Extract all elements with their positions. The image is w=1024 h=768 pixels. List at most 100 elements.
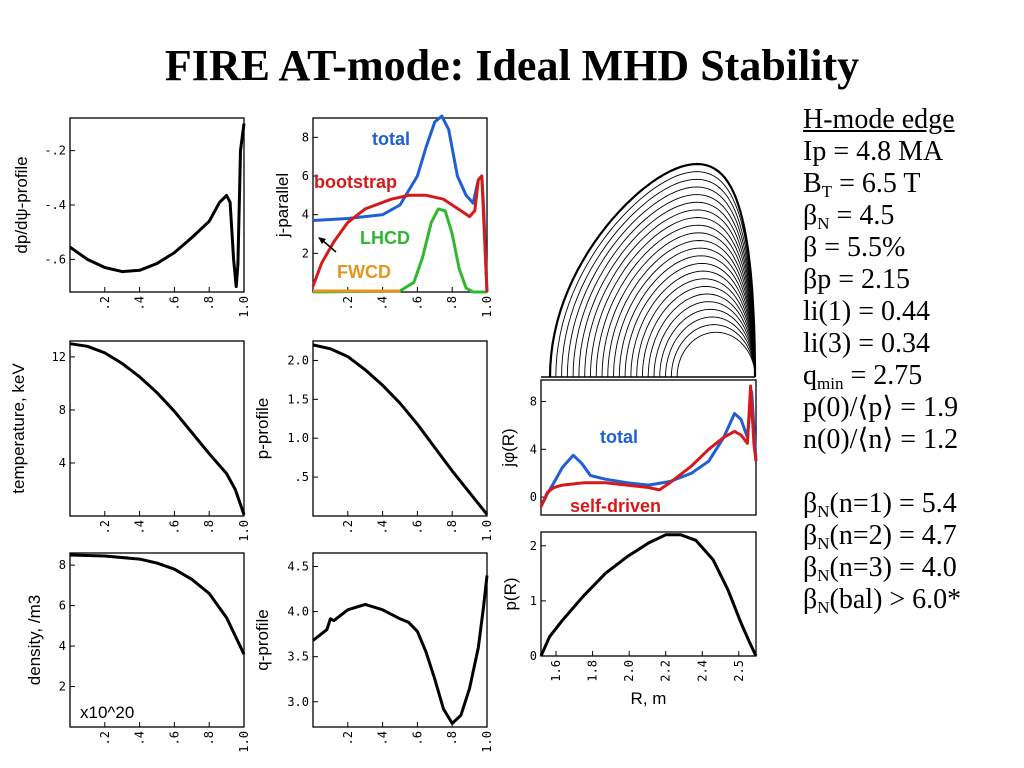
flux-surface xyxy=(647,293,756,378)
flux-surface xyxy=(572,194,756,378)
x-tick-label: .6 xyxy=(167,296,181,310)
parameter-main: n(0)/⟨n⟩ = 1.2 xyxy=(803,424,959,455)
x-tick-label: .6 xyxy=(410,296,424,310)
y-tick-label: 8 xyxy=(59,558,66,572)
curve-curve xyxy=(69,123,246,289)
jpar-panel: 8 6 4 2 .2 .4 .6 .8 1.0 j-parallel total bootstrap L… xyxy=(273,114,494,318)
x-tick-label: .2 xyxy=(341,520,355,534)
flux-surfaces-plot xyxy=(541,162,757,378)
flux-surface xyxy=(624,262,756,378)
y-tick-label: -.4 xyxy=(44,198,66,212)
x-tick-label: .2 xyxy=(98,520,112,534)
y-tick-label: 4 xyxy=(59,456,66,470)
x-tick-label: .6 xyxy=(167,520,181,534)
flux-surface xyxy=(653,301,756,378)
x-tick-label: .4 xyxy=(376,520,390,534)
y-tick-label: 6 xyxy=(59,599,66,613)
x-tick-label: .4 xyxy=(133,296,147,310)
y-axis-label: p-profile xyxy=(253,398,272,459)
x-tick-label: 2.4 xyxy=(695,660,709,682)
fwcd-arrowhead xyxy=(318,237,326,244)
parameter-line: BT = 6.5 T xyxy=(803,168,920,200)
y-tick-label: 2 xyxy=(59,680,66,694)
flux-surface xyxy=(555,171,756,378)
parameter-line: Ip = 4.8 MA xyxy=(803,136,943,168)
y-tick-label: 6 xyxy=(302,169,309,183)
parameter-line: n(0)/⟨n⟩ = 1.2 xyxy=(803,424,958,456)
selfdriven-curve xyxy=(539,384,758,508)
y-tick-label: 3.5 xyxy=(287,650,309,664)
x-tick-label: 2.5 xyxy=(732,660,746,682)
total-label: total xyxy=(372,129,410,149)
y-axis-label: temperature, keV xyxy=(9,363,28,494)
y-tick-label: 8 xyxy=(302,130,309,144)
parameter-value: = 2.75 xyxy=(843,360,923,391)
parameter-subscript: N xyxy=(817,214,830,233)
y-axis-label: p(R) xyxy=(501,577,520,610)
bootstrap-label: bootstrap xyxy=(314,172,397,192)
y-tick-label: 0 xyxy=(530,649,537,663)
parameter-line: qmin = 2.75 xyxy=(803,360,922,392)
parameter-main: β = 5.5% xyxy=(803,232,906,263)
y-tick-label: 8 xyxy=(530,395,537,409)
parameter-line: βN(n=3) = 4.0 xyxy=(803,552,957,584)
y-axis-label: q-profile xyxy=(253,609,272,670)
x-tick-label: 1.0 xyxy=(237,520,251,542)
x-tick-label: .2 xyxy=(341,296,355,310)
bootstrap-curve xyxy=(311,174,489,293)
parameter-heading: H-mode edge xyxy=(803,104,955,136)
parameter-main: β xyxy=(803,552,818,583)
axes-frame xyxy=(69,552,245,728)
y-tick-label: 4 xyxy=(59,639,66,653)
flux-surface xyxy=(584,209,756,378)
parameter-value: (n=1) = 5.4 xyxy=(829,488,957,519)
curve-curve xyxy=(312,575,489,725)
flux-surface xyxy=(607,240,756,378)
x-tick-label: .2 xyxy=(98,296,112,310)
axes-frame xyxy=(540,379,757,516)
y-axis-label: jφ(R) xyxy=(499,428,518,467)
y-tick-label: 1.0 xyxy=(287,431,309,445)
parameter-line: β = 5.5% xyxy=(803,232,905,264)
parameter-main: β xyxy=(803,488,818,519)
parameter-main: β xyxy=(803,584,818,615)
flux-surface xyxy=(561,178,756,378)
y-tick-label: 4.0 xyxy=(287,605,309,619)
parameter-line: li(1) = 0.44 xyxy=(803,296,930,328)
y-tick-label: 0 xyxy=(530,490,537,504)
pprofile-panel: 2.0 1.5 1.0 .5 .2 .4 .6 .8 1.0 p-profile xyxy=(253,340,494,542)
parameter-value: = 4.5 xyxy=(829,200,895,231)
x-tick-label: .2 xyxy=(341,731,355,745)
x-axis-label: R, m xyxy=(631,689,667,708)
flux-surface xyxy=(578,201,756,378)
x-tick-label: .4 xyxy=(376,731,390,745)
y-tick-label: 2 xyxy=(530,539,537,553)
y-tick-label: 8 xyxy=(59,403,66,417)
parameter-main: βp = 2.15 xyxy=(803,264,911,295)
axes-frame xyxy=(312,552,488,728)
parameter-main: q xyxy=(803,360,817,391)
parameter-line: βN(n=1) = 5.4 xyxy=(803,488,957,520)
flux-surface xyxy=(589,217,756,378)
x-tick-label: .8 xyxy=(202,296,216,310)
flux-surface xyxy=(676,331,756,378)
parameter-value: = 6.5 T xyxy=(832,168,921,199)
fwcd-arrow xyxy=(321,239,337,253)
x-tick-label: .8 xyxy=(202,731,216,745)
parameter-main: B xyxy=(803,168,822,199)
curve-curve xyxy=(539,533,758,657)
parameter-main: li(3) = 0.34 xyxy=(803,328,930,359)
y-axis-label: density, /m3 xyxy=(25,595,44,685)
dpdpsi-panel: -.2 -.4 -.6 .2 .4 .6 .8 1.0 dp/dψ-profile xyxy=(12,117,251,318)
flux-surface xyxy=(548,162,757,378)
parameter-value: (bal) > 6.0* xyxy=(829,584,962,615)
fwcd-label: FWCD xyxy=(337,262,391,282)
y-tick-label: 1 xyxy=(530,594,537,608)
y-tick-label: 2 xyxy=(302,246,309,260)
x-tick-label: .6 xyxy=(410,520,424,534)
temperature-panel: 12 8 4 .2 .4 .6 .8 1.0 temperature, keV xyxy=(9,340,251,542)
x-tick-label: .8 xyxy=(445,520,459,534)
y-tick-label: -.2 xyxy=(44,144,66,158)
parameter-subscript: N xyxy=(817,502,830,521)
